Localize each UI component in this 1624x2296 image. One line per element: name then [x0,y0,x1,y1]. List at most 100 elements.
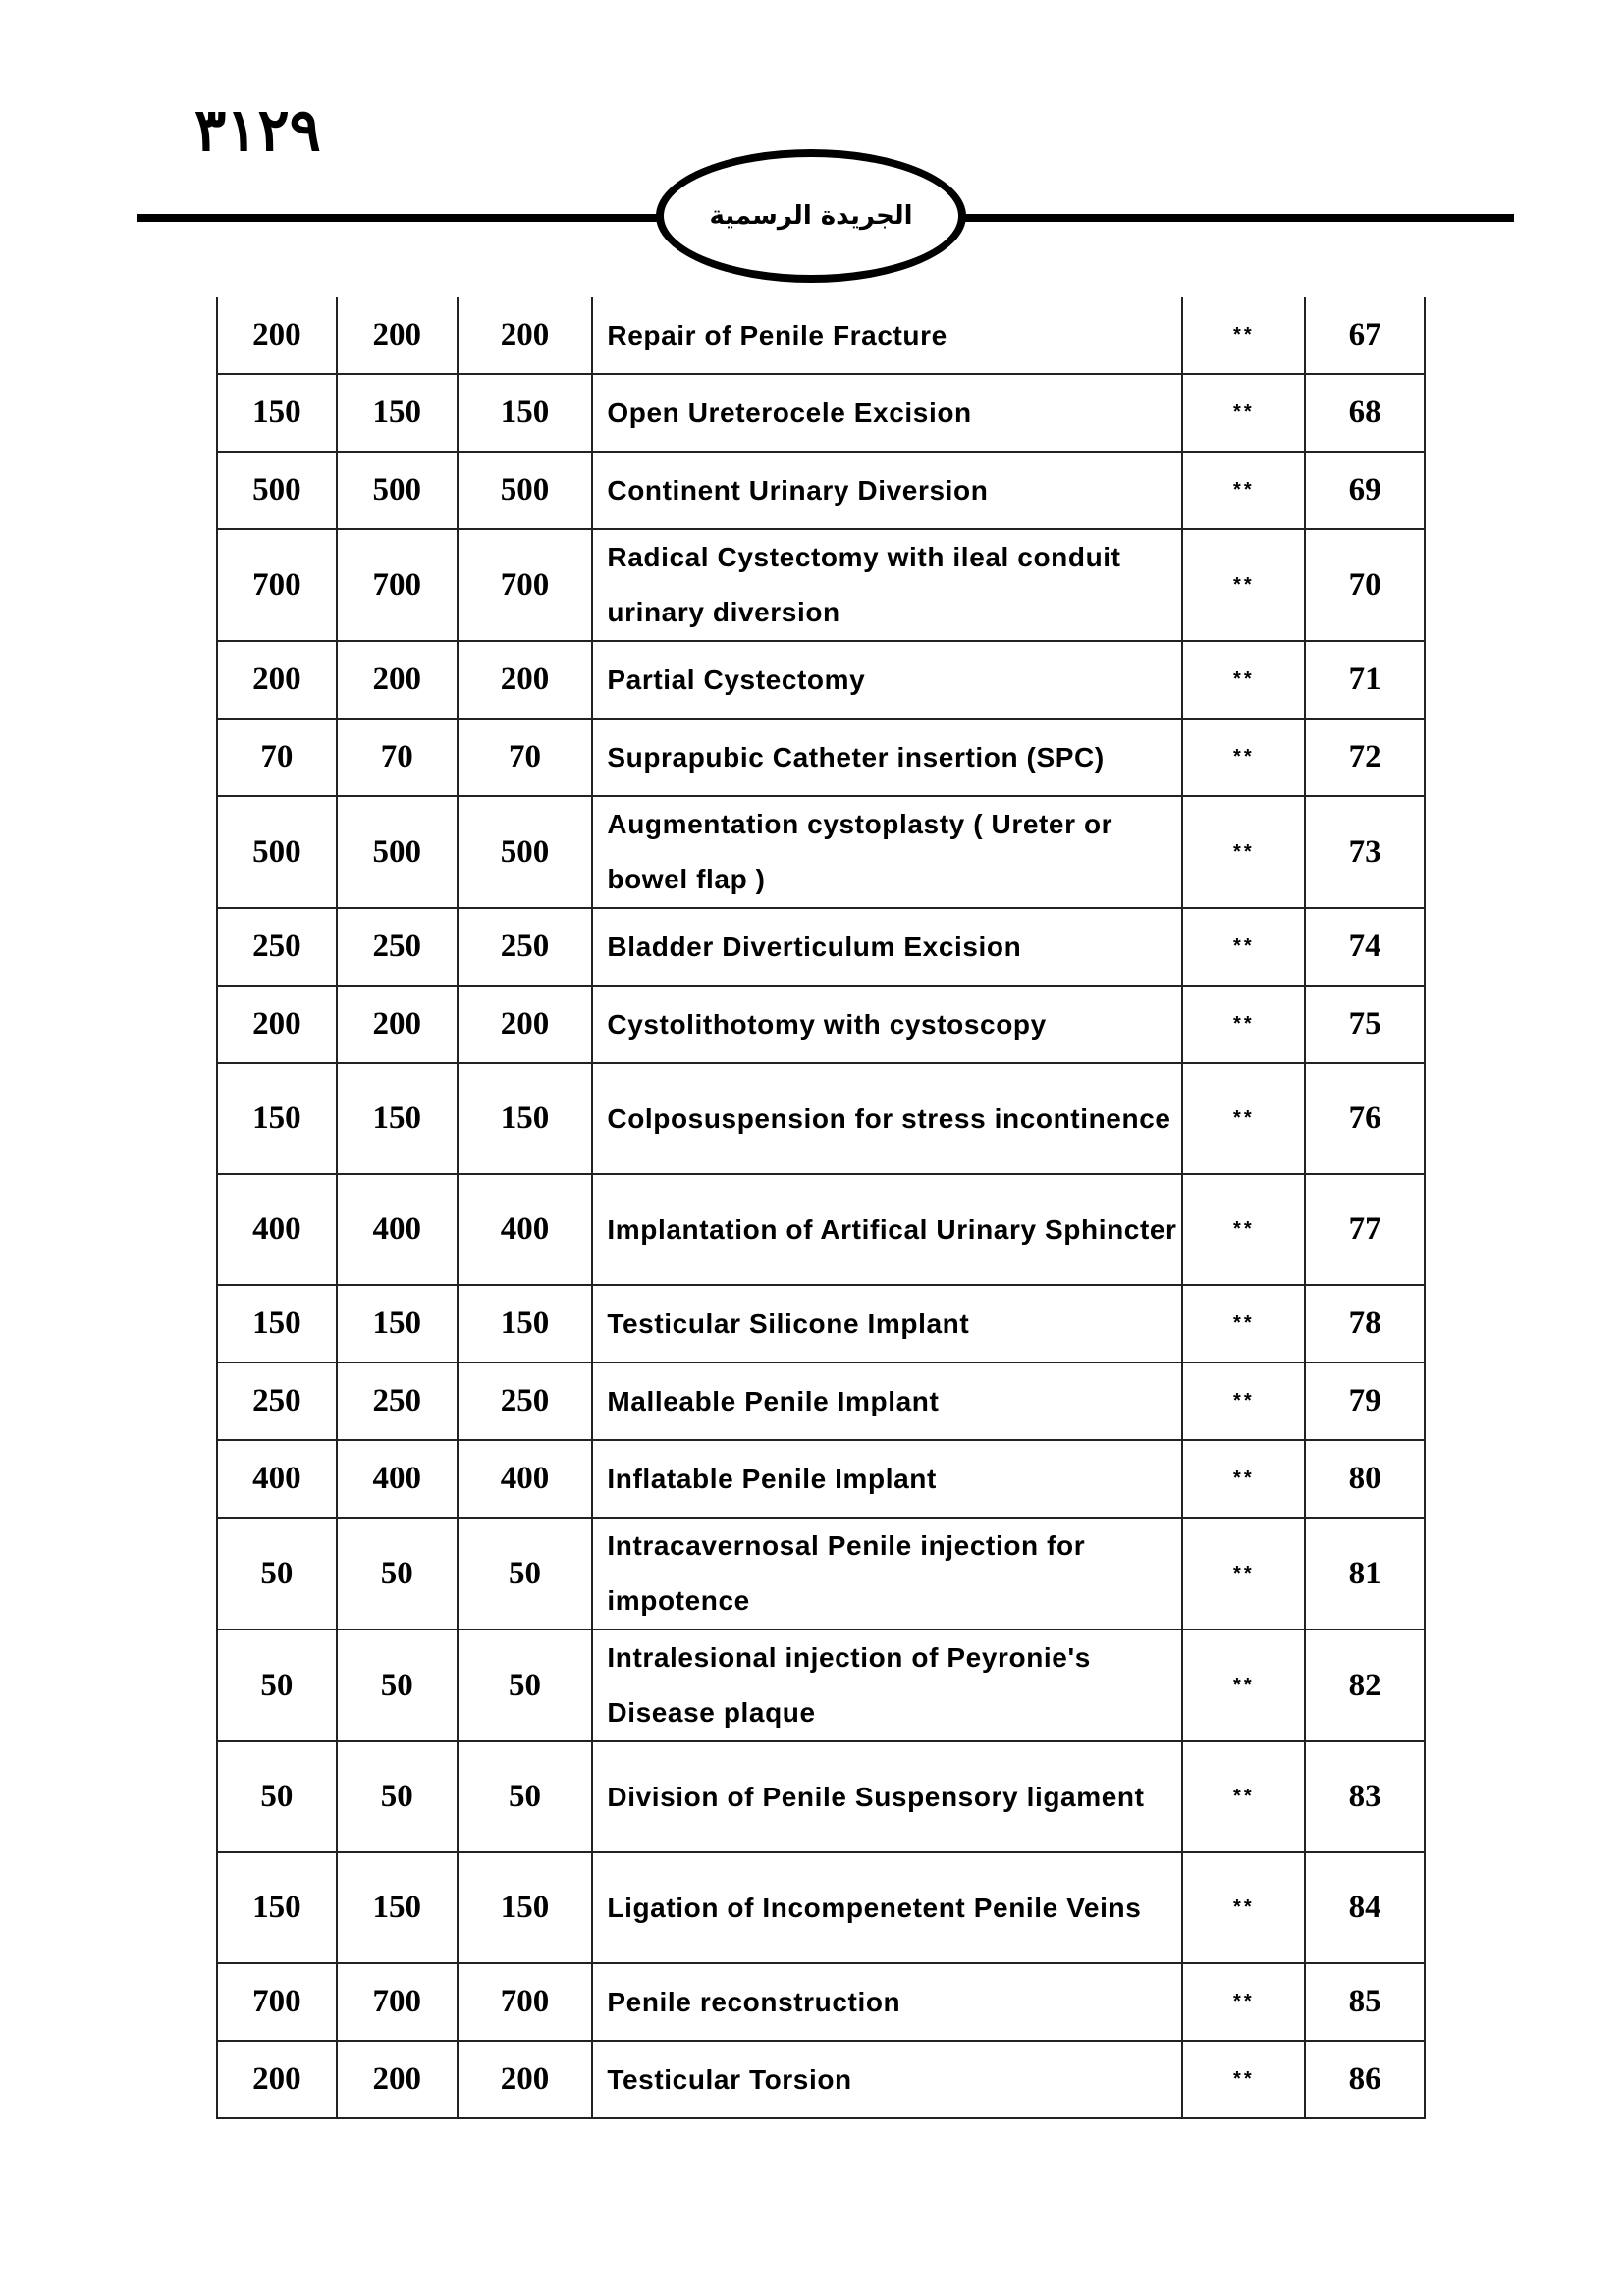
procedure-name: Intracavernosal Penile injection for imp… [591,1517,1184,1630]
mark-cell: ** [1181,1284,1307,1363]
fee-col-3: 70 [456,718,594,797]
fee-col-3: 50 [456,1629,594,1742]
procedure-name: Open Ureterocele Excision [591,373,1184,453]
mark-cell: ** [1181,1062,1307,1175]
fee-col-3: 500 [456,795,594,909]
table-row: 200 200 200 Cystolithotomy with cystoscopy *… [216,985,1426,1064]
table-row: 500 500 500 Augmentation cystoplasty ( Uret… [216,795,1426,909]
row-number: 79 [1304,1362,1426,1441]
table-row: 500 500 500 Continent Urinary Diversion ** 69 [216,451,1426,530]
row-number: 75 [1304,985,1426,1064]
row-number: 82 [1304,1629,1426,1742]
fee-col-2: 200 [335,640,459,720]
row-number: 76 [1304,1062,1426,1175]
page-number: ٣١٢٩ [194,96,321,165]
fee-col-2: 150 [335,1284,459,1363]
fee-col-3: 200 [456,2040,594,2119]
procedure-name: Repair of Penile Fracture [591,297,1184,375]
fee-col-2: 200 [335,297,459,375]
fee-col-3: 50 [456,1740,594,1853]
fee-col-3: 150 [456,1284,594,1363]
fee-col-2: 200 [335,2040,459,2119]
row-number: 84 [1304,1851,1426,1964]
fee-col-2: 700 [335,1962,459,2042]
procedure-name: Malleable Penile Implant [591,1362,1184,1441]
mark-cell: ** [1181,1962,1307,2042]
mark-cell: ** [1181,297,1307,375]
procedure-name: Testicular Silicone Implant [591,1284,1184,1363]
mark-cell: ** [1181,451,1307,530]
fee-col-3: 400 [456,1439,594,1519]
table-row: 250 250 250 Malleable Penile Implant ** 79 [216,1362,1426,1441]
fee-col-2: 250 [335,1362,459,1441]
fee-col-3: 700 [456,528,594,642]
row-number: 72 [1304,718,1426,797]
procedure-name: Continent Urinary Diversion [591,451,1184,530]
procedure-name: Penile reconstruction [591,1962,1184,2042]
row-number: 73 [1304,795,1426,909]
row-number: 69 [1304,451,1426,530]
fee-col-1: 250 [216,1362,338,1441]
table-row: 200 200 200 Partial Cystectomy ** 71 [216,640,1426,720]
table-row: 50 50 50 Intracavernosal Penile injection f… [216,1517,1426,1630]
row-number: 77 [1304,1173,1426,1286]
mark-cell: ** [1181,1629,1307,1742]
fee-col-1: 50 [216,1517,338,1630]
mark-cell: ** [1181,985,1307,1064]
fee-col-1: 50 [216,1740,338,1853]
fee-col-2: 50 [335,1517,459,1630]
procedure-name: Suprapubic Catheter insertion (SPC) [591,718,1184,797]
fee-col-2: 250 [335,907,459,987]
fee-col-2: 500 [335,795,459,909]
procedure-name: Inflatable Penile Implant [591,1439,1184,1519]
procedure-name: Bladder Diverticulum Excision [591,907,1184,987]
fee-col-3: 250 [456,1362,594,1441]
fee-col-2: 200 [335,985,459,1064]
fee-col-3: 150 [456,373,594,453]
gazette-emblem: الجريدة الرسمية [656,149,966,283]
mark-cell: ** [1181,640,1307,720]
fee-col-2: 400 [335,1439,459,1519]
row-number: 67 [1304,297,1426,375]
mark-cell: ** [1181,907,1307,987]
table-row: 400 400 400 Implantation of Artifical Urina… [216,1173,1426,1286]
procedure-name: Intralesional injection of Peyronie's Di… [591,1629,1184,1742]
mark-cell: ** [1181,1851,1307,1964]
fee-col-2: 400 [335,1173,459,1286]
fee-col-3: 500 [456,451,594,530]
mark-cell: ** [1181,718,1307,797]
fee-col-3: 200 [456,640,594,720]
table-row: 400 400 400 Inflatable Penile Implant ** 80 [216,1439,1426,1519]
fee-col-2: 50 [335,1740,459,1853]
mark-cell: ** [1181,1439,1307,1519]
fee-col-2: 700 [335,528,459,642]
procedure-name: Partial Cystectomy [591,640,1184,720]
procedure-name: Cystolithotomy with cystoscopy [591,985,1184,1064]
fee-col-2: 150 [335,373,459,453]
fee-col-2: 500 [335,451,459,530]
table-row: 150 150 150 Ligation of Incompenetent Penil… [216,1851,1426,1964]
procedure-name: Ligation of Incompenetent Penile Veins [591,1851,1184,1964]
fee-col-1: 200 [216,297,338,375]
row-number: 71 [1304,640,1426,720]
table-row: 150 150 150 Testicular Silicone Implant ** 78 [216,1284,1426,1363]
fee-col-1: 150 [216,1284,338,1363]
fee-col-3: 200 [456,985,594,1064]
fee-col-3: 50 [456,1517,594,1630]
fee-col-1: 200 [216,985,338,1064]
fee-col-1: 250 [216,907,338,987]
fee-col-3: 400 [456,1173,594,1286]
table-row: 700 700 700 Penile reconstruction ** 85 [216,1962,1426,2042]
mark-cell: ** [1181,1517,1307,1630]
mark-cell: ** [1181,795,1307,909]
mark-cell: ** [1181,1740,1307,1853]
fee-col-1: 150 [216,1851,338,1964]
mark-cell: ** [1181,2040,1307,2119]
procedure-name: Augmentation cystoplasty ( Ureter or bow… [591,795,1184,909]
procedure-name: Radical Cystectomy with ileal conduit ur… [591,528,1184,642]
table-row: 250 250 250 Bladder Diverticulum Excision **… [216,907,1426,987]
procedure-name: Colposuspension for stress incontinence [591,1062,1184,1175]
procedure-name: Testicular Torsion [591,2040,1184,2119]
row-number: 83 [1304,1740,1426,1853]
row-number: 80 [1304,1439,1426,1519]
